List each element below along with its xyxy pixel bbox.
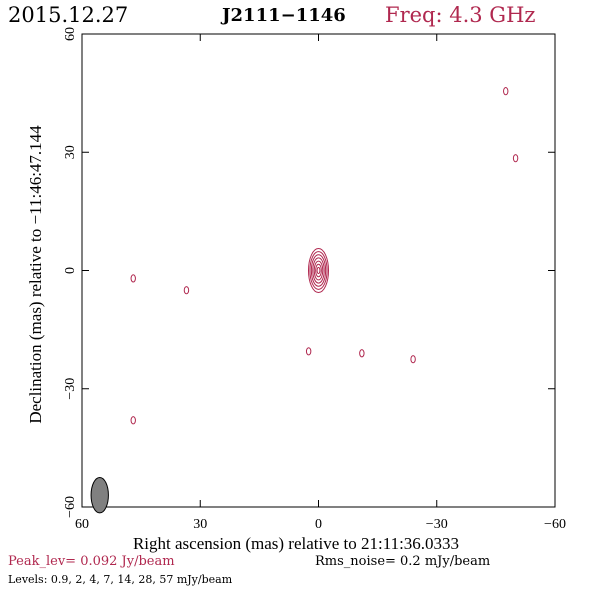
y-tick-label: 30 (63, 145, 78, 159)
y-tick-label: −30 (63, 378, 78, 400)
x-axis-label: Right ascension (mas) relative to 21:11:… (133, 534, 459, 553)
x-tick-label: 60 (75, 517, 89, 532)
contour-component (183, 286, 190, 295)
contour-component (512, 154, 519, 163)
x-tick-label: 30 (193, 517, 207, 532)
restoring-beam (90, 476, 109, 514)
contour-core-level (316, 266, 321, 275)
y-tick-label: 0 (63, 267, 78, 274)
contour-component (130, 274, 136, 283)
contour-core-level (308, 248, 329, 293)
y-tick-label: −60 (63, 496, 78, 518)
plot-frame (81, 33, 556, 508)
source-name: J2111−1146 (222, 5, 346, 26)
contour-core-level (312, 257, 325, 284)
contour-core-level (309, 251, 328, 290)
epoch-date: 2015.12.27 (8, 3, 129, 27)
y-axis-label: Declination (mas) relative to −11:46:47.… (26, 125, 45, 424)
rms-noise: Rms_noise= 0.2 mJy/beam (315, 554, 491, 569)
x-tick-label: −30 (426, 517, 448, 532)
contour-component (130, 416, 136, 425)
contour-component (410, 355, 416, 364)
frequency-label: Freq: 4.3 GHz (385, 3, 536, 27)
contour-component (305, 347, 312, 356)
peak-level: Peak_lev= 0.092 Jy/beam (8, 554, 175, 569)
contour-core-level (313, 260, 324, 281)
contour-core-level (310, 254, 327, 287)
y-tick-label: 60 (63, 27, 78, 41)
x-tick-label: −60 (544, 517, 566, 532)
contour-core-level (315, 263, 322, 278)
x-tick-label: 0 (315, 517, 322, 532)
contour-component (359, 349, 365, 358)
contour-levels: Levels: 0.9, 2, 4, 7, 14, 28, 57 mJy/bea… (8, 573, 233, 586)
contour-component (503, 87, 509, 96)
